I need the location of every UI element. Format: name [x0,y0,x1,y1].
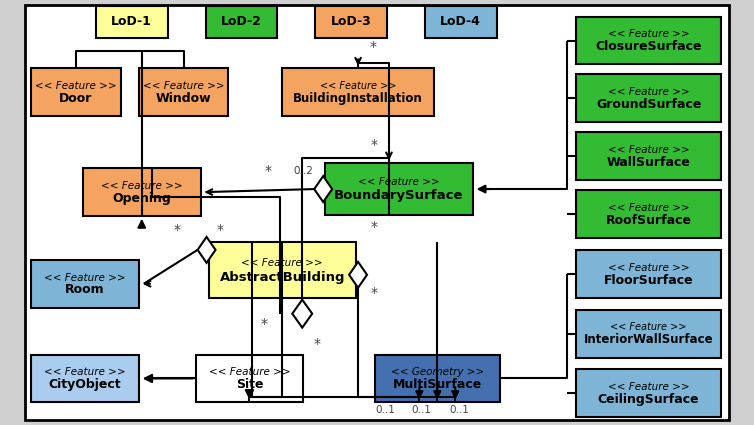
Text: FloorSurface: FloorSurface [604,274,694,286]
Text: *: * [173,223,180,237]
FancyBboxPatch shape [209,242,356,298]
Text: *: * [314,337,320,351]
Text: << Feature >>: << Feature >> [209,367,290,377]
Polygon shape [349,262,367,288]
FancyBboxPatch shape [576,74,721,122]
Text: LoD-3: LoD-3 [331,15,372,28]
FancyBboxPatch shape [375,354,500,402]
FancyBboxPatch shape [139,68,228,116]
Text: Opening: Opening [112,192,171,205]
FancyBboxPatch shape [576,250,721,298]
Text: << Feature >>: << Feature >> [608,87,689,97]
Text: ClosureSurface: ClosureSurface [596,40,702,53]
Text: << Feature >>: << Feature >> [611,323,687,332]
Text: 0..1: 0..1 [375,405,395,415]
Text: AbstractBuilding: AbstractBuilding [219,271,345,283]
Text: LoD-2: LoD-2 [221,15,262,28]
Text: LoD-1: LoD-1 [112,15,152,28]
Polygon shape [198,237,216,263]
FancyBboxPatch shape [31,260,139,308]
FancyBboxPatch shape [25,5,729,420]
Text: << Feature >>: << Feature >> [358,177,440,187]
Text: *: * [370,138,378,152]
Text: WallSurface: WallSurface [607,156,691,169]
Text: << Feature >>: << Feature >> [101,181,182,191]
Text: << Feature >>: << Feature >> [608,145,689,155]
Text: *: * [370,220,378,234]
Text: 0..2: 0..2 [293,166,313,176]
FancyBboxPatch shape [325,163,473,215]
Text: << Feature >>: << Feature >> [608,382,689,392]
FancyBboxPatch shape [31,354,139,402]
Text: BuildingInstallation: BuildingInstallation [293,92,423,105]
Text: *: * [369,40,376,54]
Text: << Feature >>: << Feature >> [44,272,126,283]
FancyBboxPatch shape [31,68,121,116]
Polygon shape [314,176,333,202]
FancyBboxPatch shape [282,68,434,116]
FancyBboxPatch shape [576,190,721,238]
Text: Door: Door [60,92,93,105]
FancyBboxPatch shape [206,6,277,37]
FancyBboxPatch shape [576,17,721,65]
FancyBboxPatch shape [83,168,201,216]
Text: Site: Site [236,378,263,391]
Text: LoD-4: LoD-4 [440,15,481,28]
FancyBboxPatch shape [576,310,721,357]
FancyBboxPatch shape [425,6,497,37]
Text: << Feature >>: << Feature >> [44,367,126,377]
Text: *: * [217,223,224,237]
Text: << Feature >>: << Feature >> [608,29,689,40]
Text: << Feature >>: << Feature >> [143,81,225,91]
Text: << Feature >>: << Feature >> [241,258,323,268]
Text: BoundarySurface: BoundarySurface [334,189,464,202]
Polygon shape [293,300,312,328]
Text: << Feature >>: << Feature >> [608,203,689,213]
Text: *: * [261,317,268,331]
Text: Room: Room [65,283,105,297]
Text: *: * [370,286,378,300]
Text: << Feature >>: << Feature >> [608,263,689,272]
Text: RoofSurface: RoofSurface [605,214,691,227]
Text: << Feature >>: << Feature >> [320,81,397,91]
FancyBboxPatch shape [576,369,721,417]
FancyBboxPatch shape [576,132,721,180]
Text: InteriorWallSurface: InteriorWallSurface [584,333,713,346]
Text: CeilingSurface: CeilingSurface [598,393,700,406]
FancyBboxPatch shape [315,6,387,37]
Text: 0..1: 0..1 [412,405,431,415]
Text: MultiSurface: MultiSurface [393,378,482,391]
Text: << Geometry >>: << Geometry >> [391,367,484,377]
FancyBboxPatch shape [195,354,303,402]
Text: 0..1: 0..1 [449,405,469,415]
Text: << Feature >>: << Feature >> [35,81,117,91]
FancyBboxPatch shape [96,6,167,37]
Text: CityObject: CityObject [49,378,121,391]
Text: *: * [265,164,272,178]
Text: Window: Window [156,92,211,105]
Text: GroundSurface: GroundSurface [596,98,701,111]
